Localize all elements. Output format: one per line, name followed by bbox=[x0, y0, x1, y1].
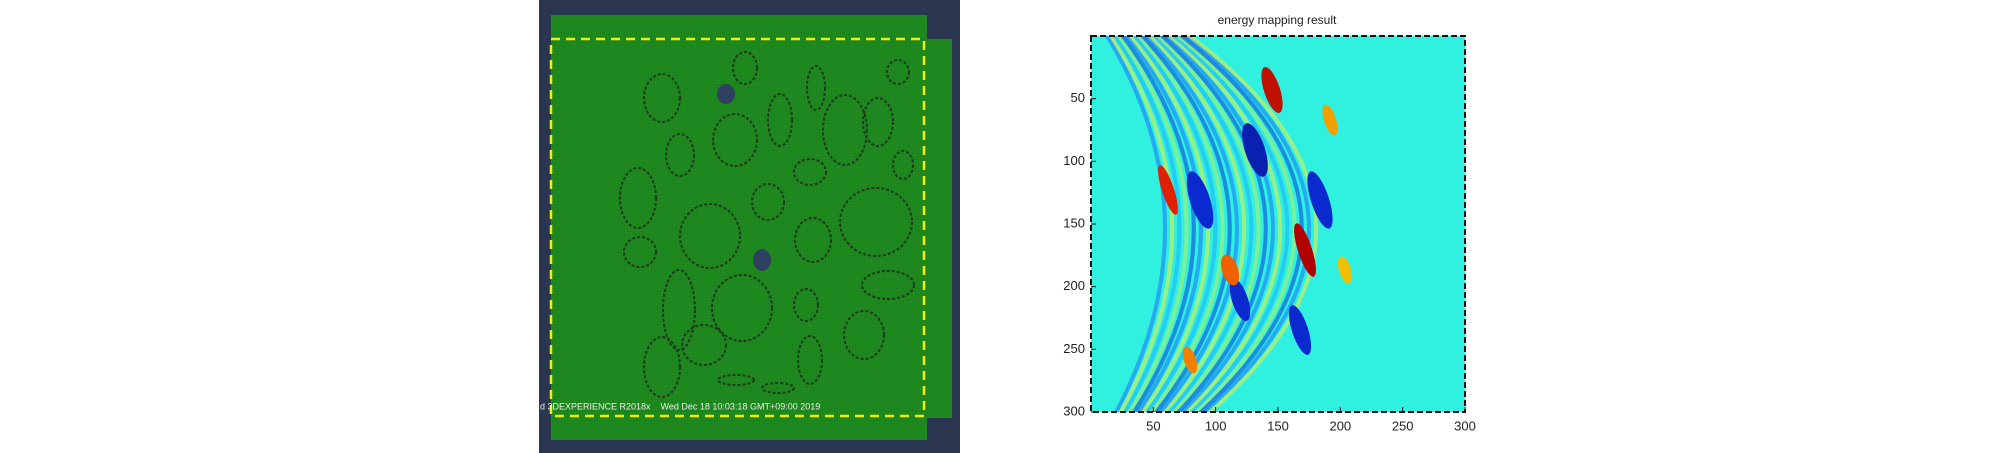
hot-spot bbox=[1158, 165, 1178, 215]
wave bbox=[1128, 36, 1211, 412]
x-tick-label: 50 bbox=[1146, 418, 1160, 433]
heatmap-image bbox=[1091, 36, 1465, 412]
wave bbox=[1170, 36, 1290, 412]
hot-spot bbox=[1220, 254, 1240, 286]
hot-spot bbox=[1182, 346, 1198, 374]
y-tick-label: 50 bbox=[1071, 90, 1085, 105]
hot-spot bbox=[1307, 171, 1333, 229]
wave bbox=[1159, 36, 1268, 412]
hot-spot bbox=[1186, 171, 1214, 229]
hole bbox=[753, 249, 771, 271]
wave bbox=[1143, 36, 1239, 412]
wave bbox=[1104, 36, 1167, 412]
wave bbox=[1112, 36, 1182, 412]
mesh-front bbox=[561, 39, 952, 418]
wave bbox=[1162, 36, 1275, 412]
heatmap-panel: energy mapping result bbox=[1090, 13, 1466, 413]
chart-title: energy mapping result bbox=[1218, 13, 1337, 27]
hot-spot bbox=[1229, 278, 1251, 322]
wave bbox=[1147, 36, 1247, 412]
wave bbox=[1116, 36, 1189, 412]
hot-spot bbox=[1288, 305, 1312, 355]
selection-box bbox=[549, 37, 926, 418]
wave bbox=[1139, 36, 1232, 412]
wave bbox=[1124, 36, 1203, 412]
aggregates bbox=[619, 51, 915, 398]
y-tick-label: 200 bbox=[1063, 278, 1085, 293]
wave bbox=[1135, 36, 1225, 412]
y-tick-label: 250 bbox=[1063, 341, 1085, 356]
simulation-panel: d 3DEXPERIENCE R2018x Wed Dec 18 10:03:1… bbox=[539, 0, 960, 453]
hot-spot bbox=[1337, 256, 1353, 284]
wave bbox=[1155, 36, 1261, 412]
wave bbox=[1186, 36, 1319, 412]
y-tick-label: 300 bbox=[1063, 403, 1085, 418]
flat-region bbox=[1384, 36, 1465, 412]
hot-spot bbox=[1322, 104, 1338, 136]
wave bbox=[1166, 36, 1282, 412]
hot-spot bbox=[1261, 67, 1283, 113]
x-tick-label: 150 bbox=[1267, 418, 1289, 433]
hot-spot bbox=[1242, 123, 1268, 177]
wave bbox=[1182, 36, 1311, 412]
x-tick-label: 250 bbox=[1392, 418, 1414, 433]
hot-spot bbox=[1294, 223, 1316, 277]
x-tick-label: 200 bbox=[1329, 418, 1351, 433]
y-tick-label: 100 bbox=[1063, 153, 1085, 168]
wave bbox=[1108, 36, 1175, 412]
wave bbox=[1151, 36, 1254, 412]
x-tick-label: 300 bbox=[1454, 418, 1476, 433]
y-tick-label: 150 bbox=[1063, 215, 1085, 230]
wave bbox=[1131, 36, 1218, 412]
status-text: d 3DEXPERIENCE R2018x Wed Dec 18 10:03:1… bbox=[540, 401, 820, 411]
wave bbox=[1120, 36, 1196, 412]
hole bbox=[717, 84, 735, 104]
x-tick-label: 100 bbox=[1205, 418, 1227, 433]
